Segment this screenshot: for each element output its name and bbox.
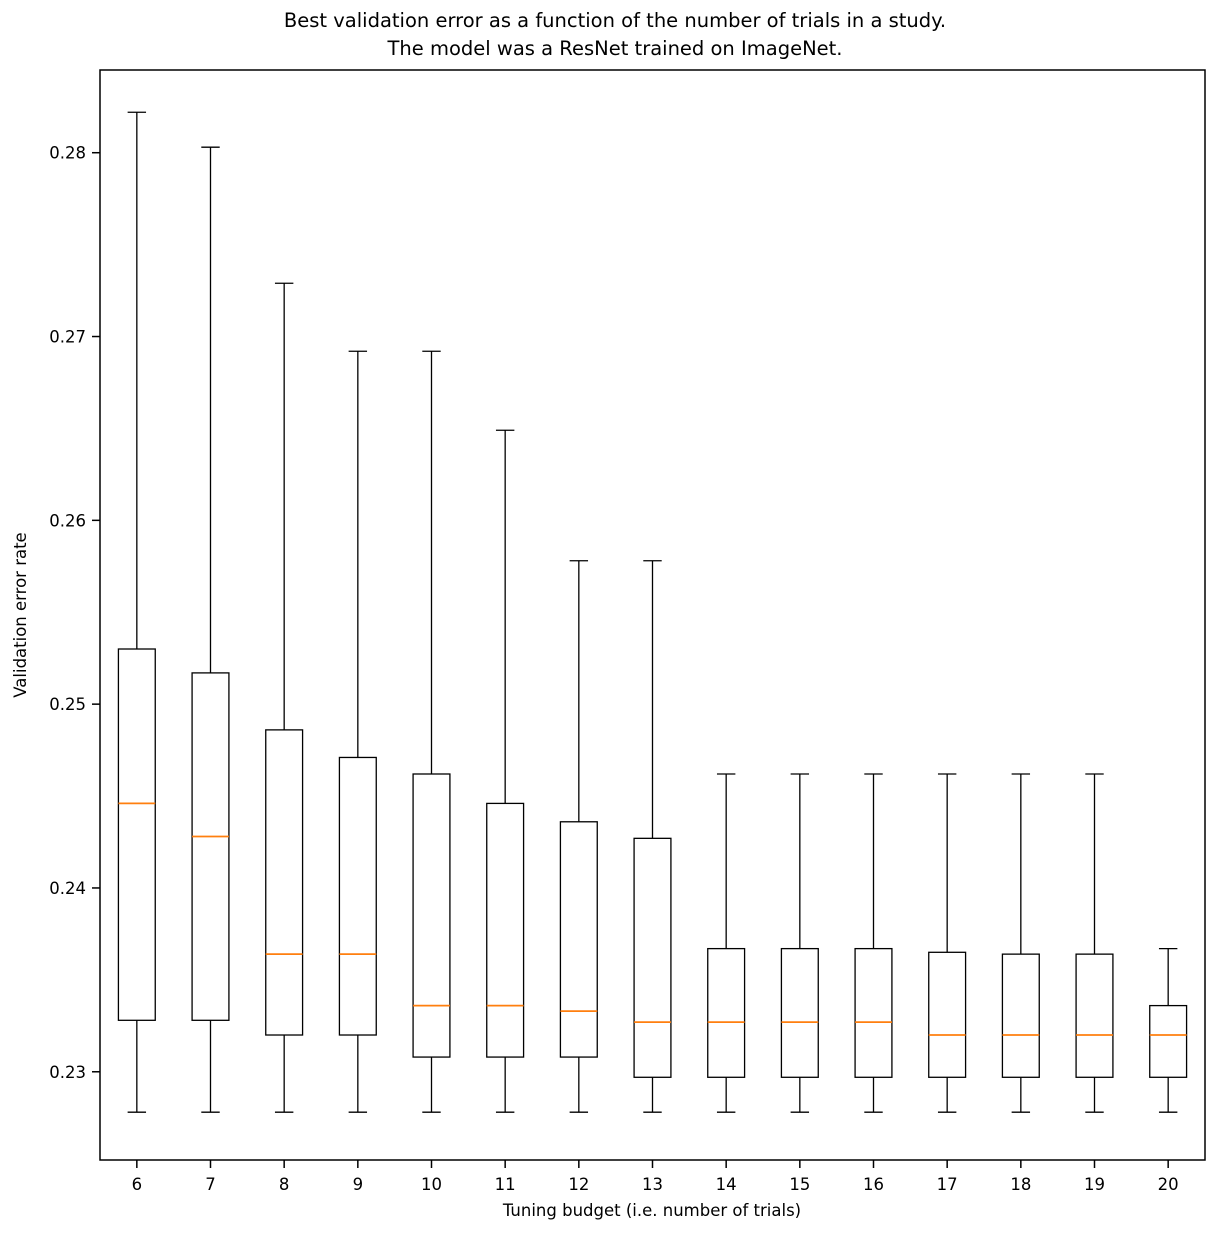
x-tick-label: 15 xyxy=(789,1175,810,1194)
box xyxy=(633,837,672,1078)
y-tick-label: 0.27 xyxy=(49,328,86,347)
box xyxy=(707,947,746,1078)
x-tick-label: 12 xyxy=(568,1175,589,1194)
box xyxy=(559,821,598,1058)
chart-title-line2: The model was a ResNet trained on ImageN… xyxy=(387,37,843,60)
x-tick-label: 16 xyxy=(863,1175,884,1194)
x-tick-label: 7 xyxy=(205,1175,216,1194)
x-tick-label: 10 xyxy=(421,1175,442,1194)
box xyxy=(117,648,156,1021)
box xyxy=(265,729,304,1036)
y-tick-label: 0.25 xyxy=(49,695,86,714)
x-tick-label: 6 xyxy=(132,1175,143,1194)
x-tick-label: 8 xyxy=(279,1175,290,1194)
x-tick-label: 9 xyxy=(353,1175,364,1194)
chart-title-line1: Best validation error as a function of t… xyxy=(284,9,946,32)
box xyxy=(412,773,451,1058)
x-tick-label: 14 xyxy=(716,1175,737,1194)
box xyxy=(338,756,377,1036)
x-tick-label: 11 xyxy=(495,1175,516,1194)
box xyxy=(854,947,893,1078)
x-tick-label: 18 xyxy=(1010,1175,1031,1194)
box xyxy=(486,802,525,1058)
y-tick-label: 0.28 xyxy=(49,144,86,163)
x-axis-label: Tuning budget (i.e. number of trials) xyxy=(502,1201,801,1220)
box xyxy=(191,672,230,1021)
y-tick-label: 0.24 xyxy=(49,879,86,898)
box xyxy=(780,947,819,1078)
box xyxy=(1075,953,1114,1078)
box xyxy=(928,951,967,1078)
x-tick-label: 19 xyxy=(1084,1175,1105,1194)
x-tick-label: 20 xyxy=(1158,1175,1179,1194)
y-tick-label: 0.26 xyxy=(49,511,86,530)
box xyxy=(1149,1004,1188,1078)
y-tick-label: 0.23 xyxy=(49,1063,86,1082)
x-tick-label: 13 xyxy=(642,1175,663,1194)
x-tick-label: 17 xyxy=(937,1175,958,1194)
plot-area: 0.23 0.24 0.25 0.26 0.27 0.28 6 7 8 9 10 11 12 13 14 15… xyxy=(49,69,1206,1194)
box xyxy=(1001,953,1040,1078)
y-axis-label: Validation error rate xyxy=(11,532,30,697)
